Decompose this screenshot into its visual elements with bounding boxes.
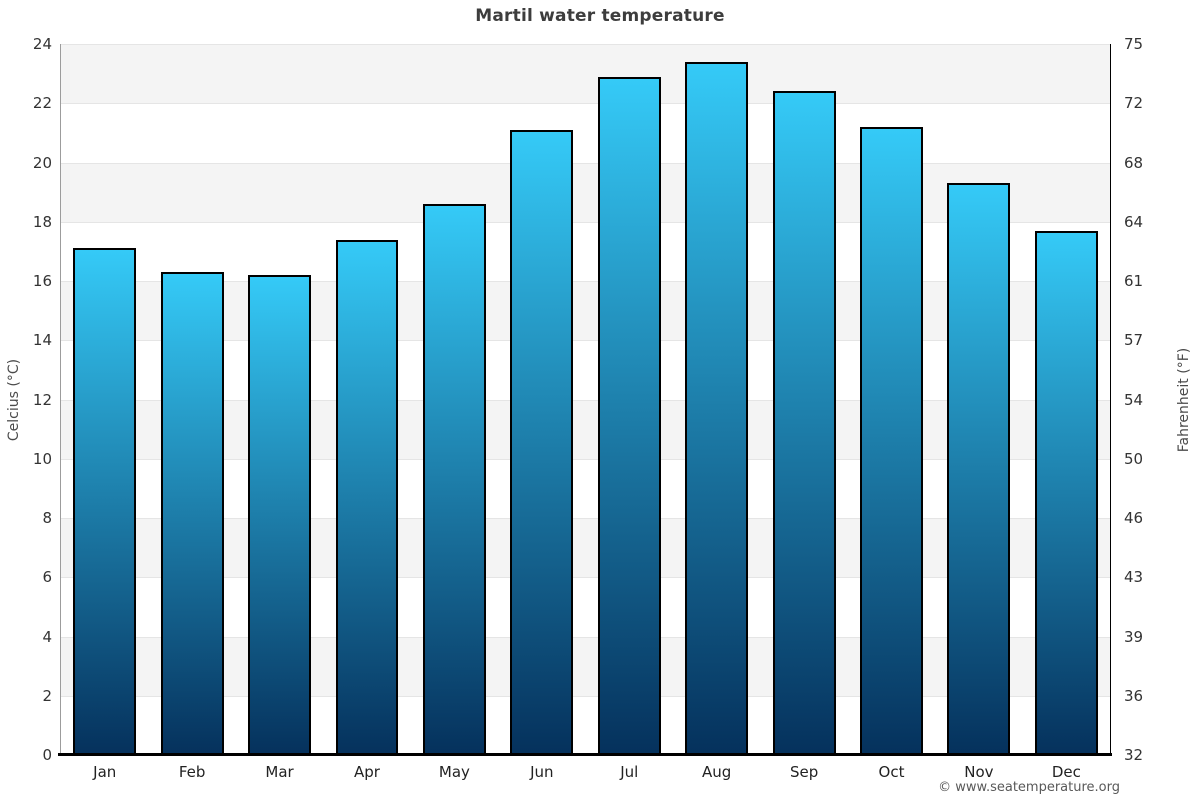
y-tick-celsius: 24 xyxy=(32,35,52,53)
y-tick-fahrenheit: 68 xyxy=(1124,153,1144,172)
month-label-apr: Apr xyxy=(354,763,380,781)
month-label-oct: Oct xyxy=(878,763,905,781)
bar-slot-apr xyxy=(323,44,410,755)
bar-slot-jul xyxy=(586,44,673,755)
gridline-band xyxy=(61,221,1110,281)
bar-slot-jun xyxy=(498,44,585,755)
bar-feb[interactable] xyxy=(160,272,224,755)
month-label-aug: Aug xyxy=(702,763,732,781)
y-tick-celsius: 2 xyxy=(42,686,52,705)
bar-slot-aug xyxy=(673,44,760,755)
y-tick-fahrenheit: 54 xyxy=(1124,390,1144,409)
gridline-band xyxy=(61,458,1110,518)
y-axis-line-right xyxy=(1110,44,1111,756)
month-label-nov: Nov xyxy=(964,763,994,781)
y-tick-fahrenheit: 57 xyxy=(1124,331,1144,350)
bar-mar[interactable] xyxy=(248,275,312,755)
month-label-jun: Jun xyxy=(530,763,554,781)
bar-series xyxy=(61,44,1110,755)
y-tick-fahrenheit: 64 xyxy=(1124,212,1144,231)
y-tick-fahrenheit: 72 xyxy=(1124,94,1144,113)
y-tick-fahrenheit: 39 xyxy=(1124,627,1144,646)
y-tick-celsius: 20 xyxy=(32,153,52,172)
gridline-band xyxy=(61,44,1110,104)
y-axis-title-fahrenheit: Fahrenheit (°F) xyxy=(1176,347,1192,453)
bar-slot-oct xyxy=(848,44,935,755)
bar-dec[interactable] xyxy=(1034,230,1098,755)
bar-nov[interactable] xyxy=(947,183,1011,755)
month-label-feb: Feb xyxy=(178,763,206,781)
month-label-jan: Jan xyxy=(93,763,117,781)
gridline-band xyxy=(61,518,1110,578)
bar-slot-dec xyxy=(1023,44,1110,755)
gridline-band xyxy=(61,340,1110,400)
y-tick-fahrenheit: 50 xyxy=(1124,449,1144,468)
y-tick-celsius: 0 xyxy=(42,746,52,764)
bar-slot-jan xyxy=(61,44,148,755)
x-axis-line xyxy=(58,753,1112,756)
bar-oct[interactable] xyxy=(860,126,923,755)
chart-title: Martil water temperature xyxy=(475,6,725,26)
y-tick-fahrenheit: 43 xyxy=(1124,568,1144,587)
y-tick-celsius: 18 xyxy=(32,212,52,231)
month-label-may: May xyxy=(438,763,470,781)
gridline-band xyxy=(61,162,1110,222)
y-tick-fahrenheit: 61 xyxy=(1124,272,1144,290)
y-axis-line-left xyxy=(60,44,61,755)
bar-may[interactable] xyxy=(422,203,486,755)
watermark-link[interactable]: © www.seatemperature.org xyxy=(938,780,1120,795)
bar-sep[interactable] xyxy=(772,91,836,755)
y-axis-title-celsius: Celcius (°C) xyxy=(6,358,22,442)
bar-slot-feb xyxy=(148,44,235,755)
y-tick-fahrenheit: 32 xyxy=(1124,746,1144,764)
y-tick-celsius: 14 xyxy=(32,331,52,350)
gridline-band xyxy=(61,281,1110,341)
y-tick-celsius: 8 xyxy=(42,509,52,527)
month-label-jul: Jul xyxy=(620,763,639,781)
gridline-band xyxy=(61,695,1110,755)
bar-jun[interactable] xyxy=(510,129,574,755)
y-tick-celsius: 22 xyxy=(32,94,52,113)
bar-slot-may xyxy=(411,44,498,755)
y-tick-fahrenheit: 46 xyxy=(1124,509,1144,527)
y-tick-celsius: 12 xyxy=(32,390,52,409)
bar-apr[interactable] xyxy=(335,239,399,755)
bar-aug[interactable] xyxy=(685,61,749,755)
gridline-band xyxy=(61,103,1110,163)
plot-area xyxy=(61,44,1110,755)
bar-slot-nov xyxy=(935,44,1022,755)
month-label-dec: Dec xyxy=(1051,763,1081,781)
y-tick-celsius: 4 xyxy=(42,627,52,646)
bar-slot-sep xyxy=(760,44,847,755)
bar-jul[interactable] xyxy=(597,76,661,755)
month-label-mar: Mar xyxy=(265,763,294,781)
y-tick-celsius: 10 xyxy=(32,449,52,468)
bar-jan[interactable] xyxy=(73,248,137,755)
y-tick-celsius: 6 xyxy=(42,568,52,587)
x-axis-labels: Jan Feb Mar Apr May Jun Jul Aug Sep Oct Nov Dec xyxy=(61,759,1110,785)
gridline-band xyxy=(61,636,1110,696)
gridline-band xyxy=(61,399,1110,459)
gridline-band xyxy=(61,577,1110,637)
bar-slot-mar xyxy=(236,44,323,755)
y-tick-fahrenheit: 36 xyxy=(1124,686,1144,705)
y-tick-celsius: 16 xyxy=(32,272,52,290)
month-label-sep: Sep xyxy=(789,763,819,781)
y-tick-fahrenheit: 75 xyxy=(1124,35,1144,53)
